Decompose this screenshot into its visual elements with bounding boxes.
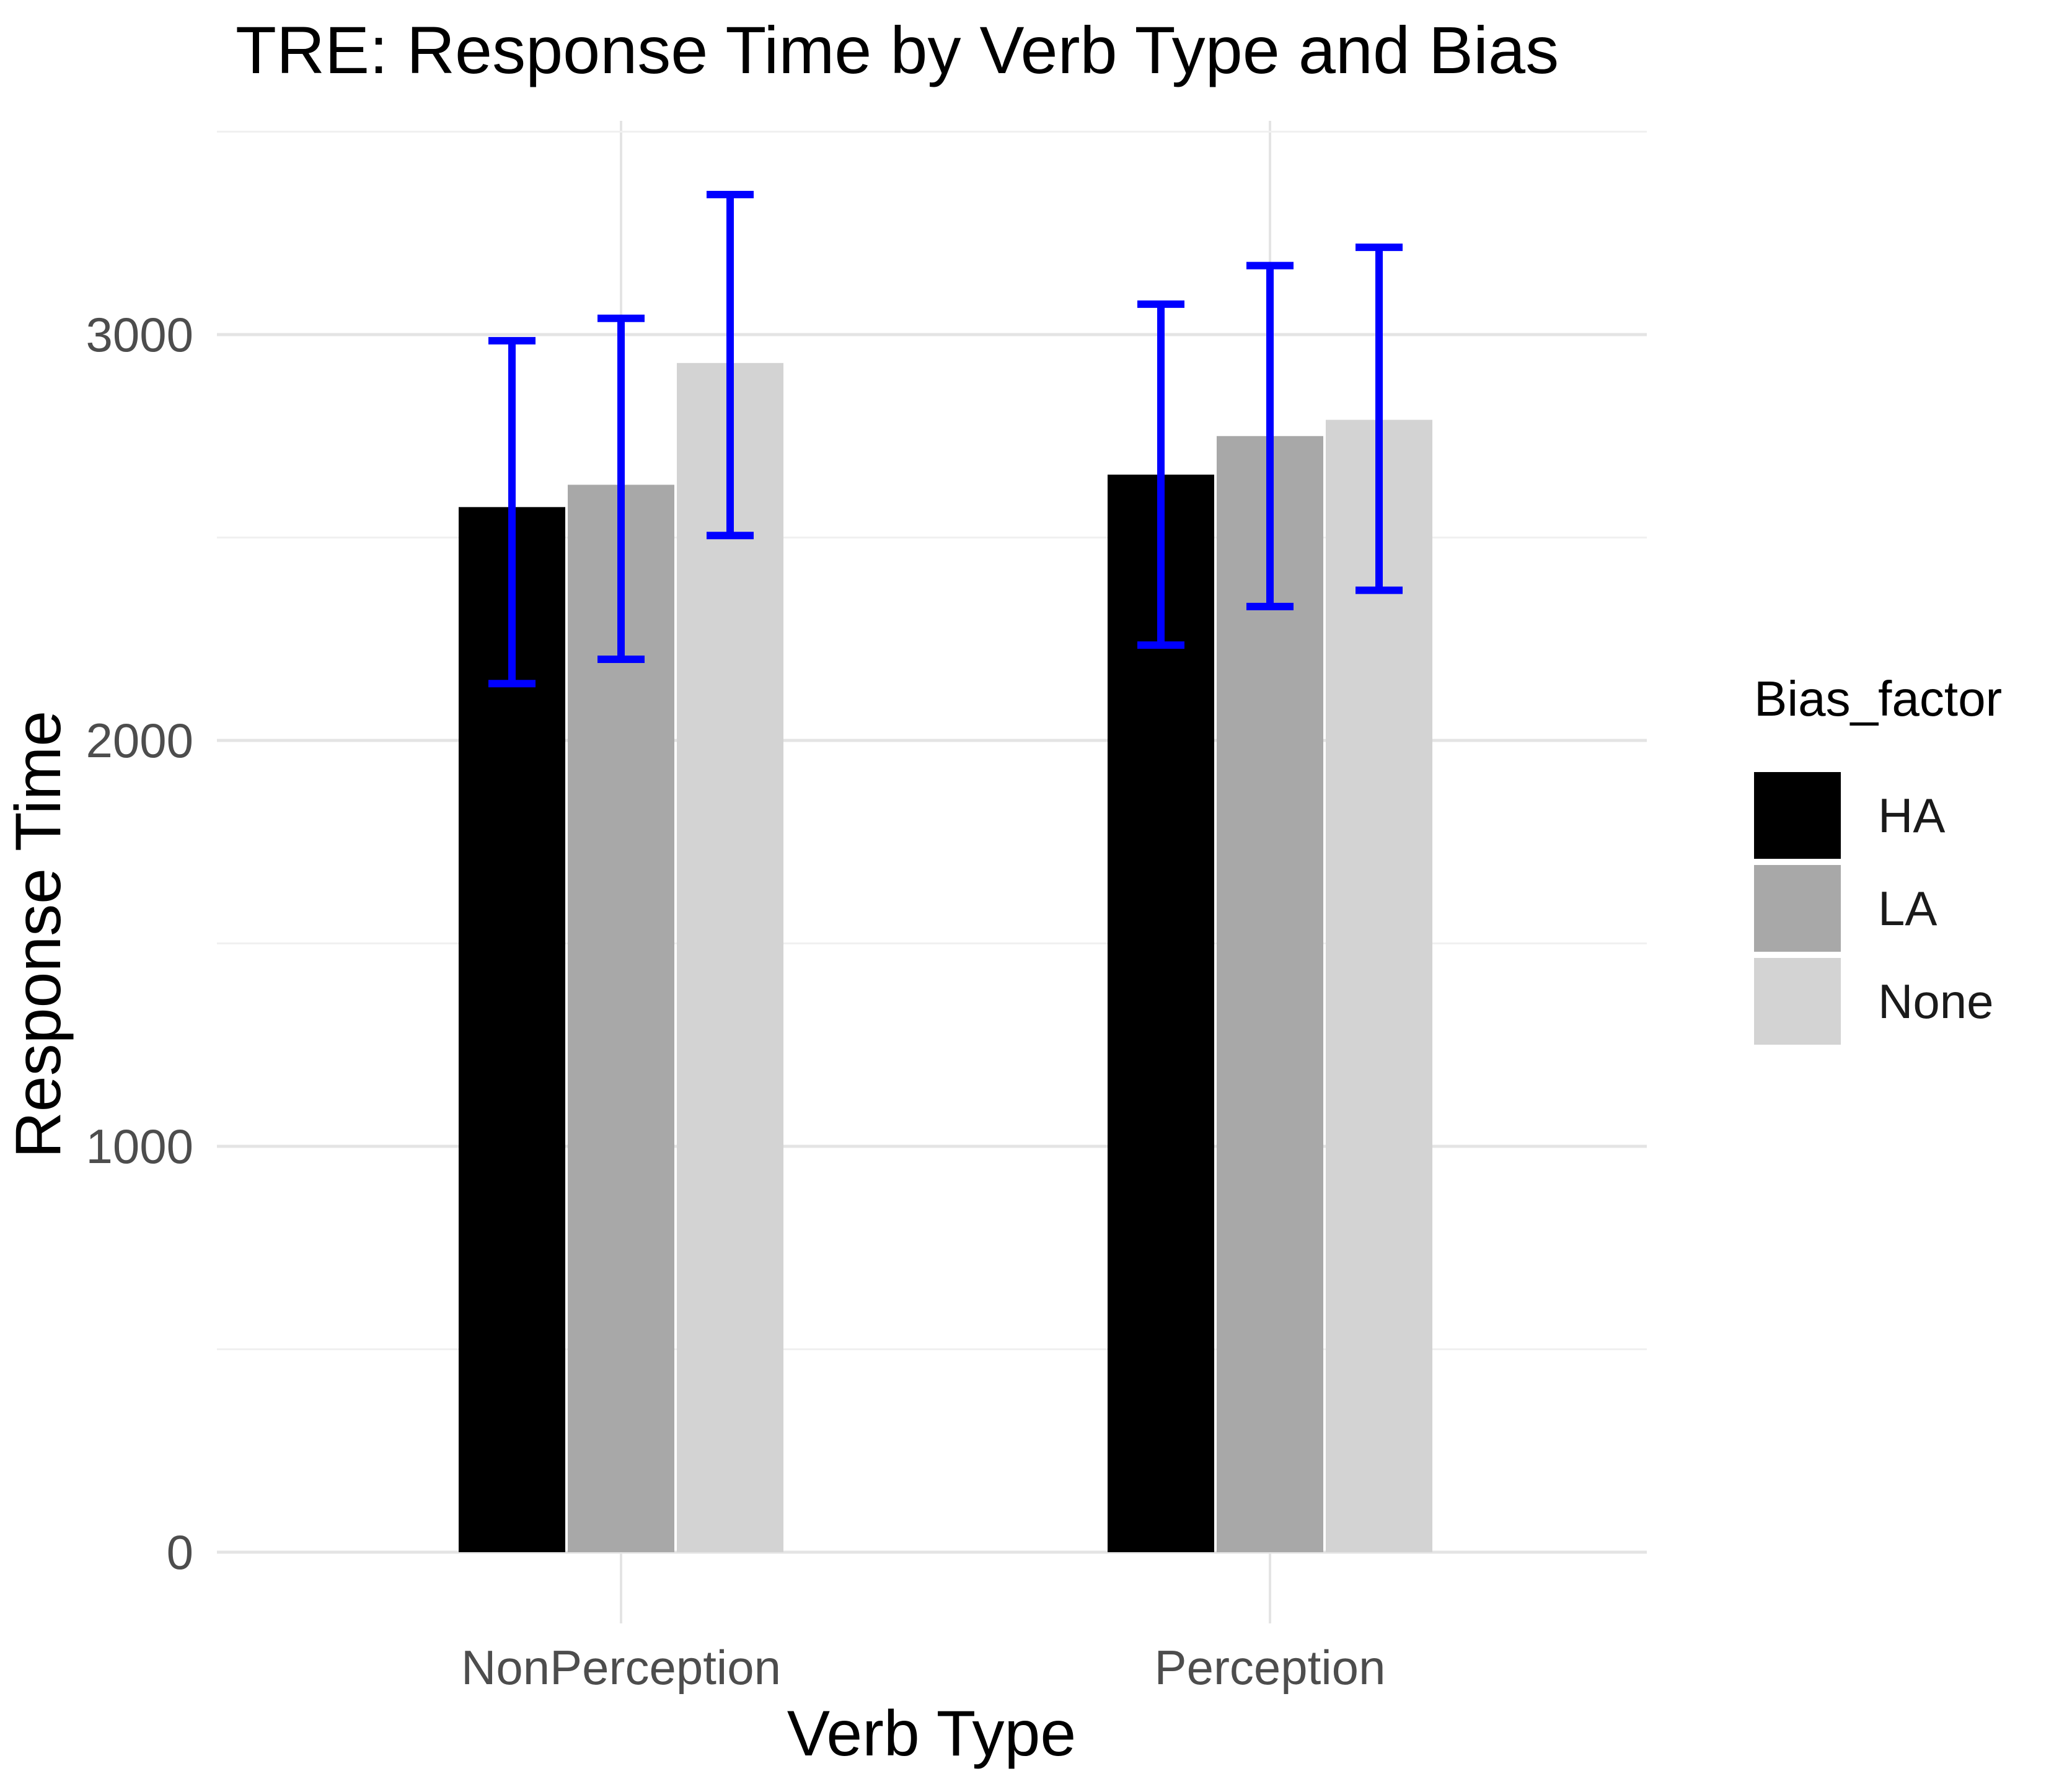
legend-label-LA: LA bbox=[1878, 881, 1938, 936]
y-tick-label-0: 0 bbox=[166, 1525, 193, 1579]
x-tick-label-NonPerception: NonPerception bbox=[461, 1640, 781, 1695]
x-tick-label-Perception: Perception bbox=[1154, 1640, 1386, 1695]
legend-item-None: None bbox=[1754, 958, 2064, 1045]
legend-label-None: None bbox=[1878, 974, 1994, 1029]
bar-HA-Perception bbox=[1108, 474, 1214, 1552]
chart-title: TRE: Response Time by Verb Type and Bias bbox=[236, 12, 1559, 87]
legend-swatch-LA bbox=[1754, 865, 1841, 952]
legend-item-HA: HA bbox=[1754, 772, 2064, 859]
bar-None-Perception bbox=[1326, 419, 1432, 1552]
legend-swatch-None bbox=[1754, 958, 1841, 1045]
y-tick-label-2000: 2000 bbox=[86, 713, 193, 768]
legend-swatch-HA bbox=[1754, 772, 1841, 859]
bar-LA-Perception bbox=[1217, 436, 1323, 1552]
bar-None-NonPerception bbox=[677, 362, 783, 1552]
y-tick-label-3000: 3000 bbox=[86, 307, 193, 362]
legend-item-LA: LA bbox=[1754, 865, 2064, 952]
x-axis-title: Verb Type bbox=[787, 1698, 1077, 1770]
legend-label-HA: HA bbox=[1878, 788, 1946, 843]
plot-panel bbox=[217, 121, 1647, 1623]
legend: Bias_factor HA LA None bbox=[1754, 669, 2064, 1051]
y-tick-label-1000: 1000 bbox=[86, 1119, 193, 1174]
legend-title: Bias_factor bbox=[1754, 671, 2003, 726]
legend-items: HA LA None bbox=[1754, 772, 2064, 1045]
